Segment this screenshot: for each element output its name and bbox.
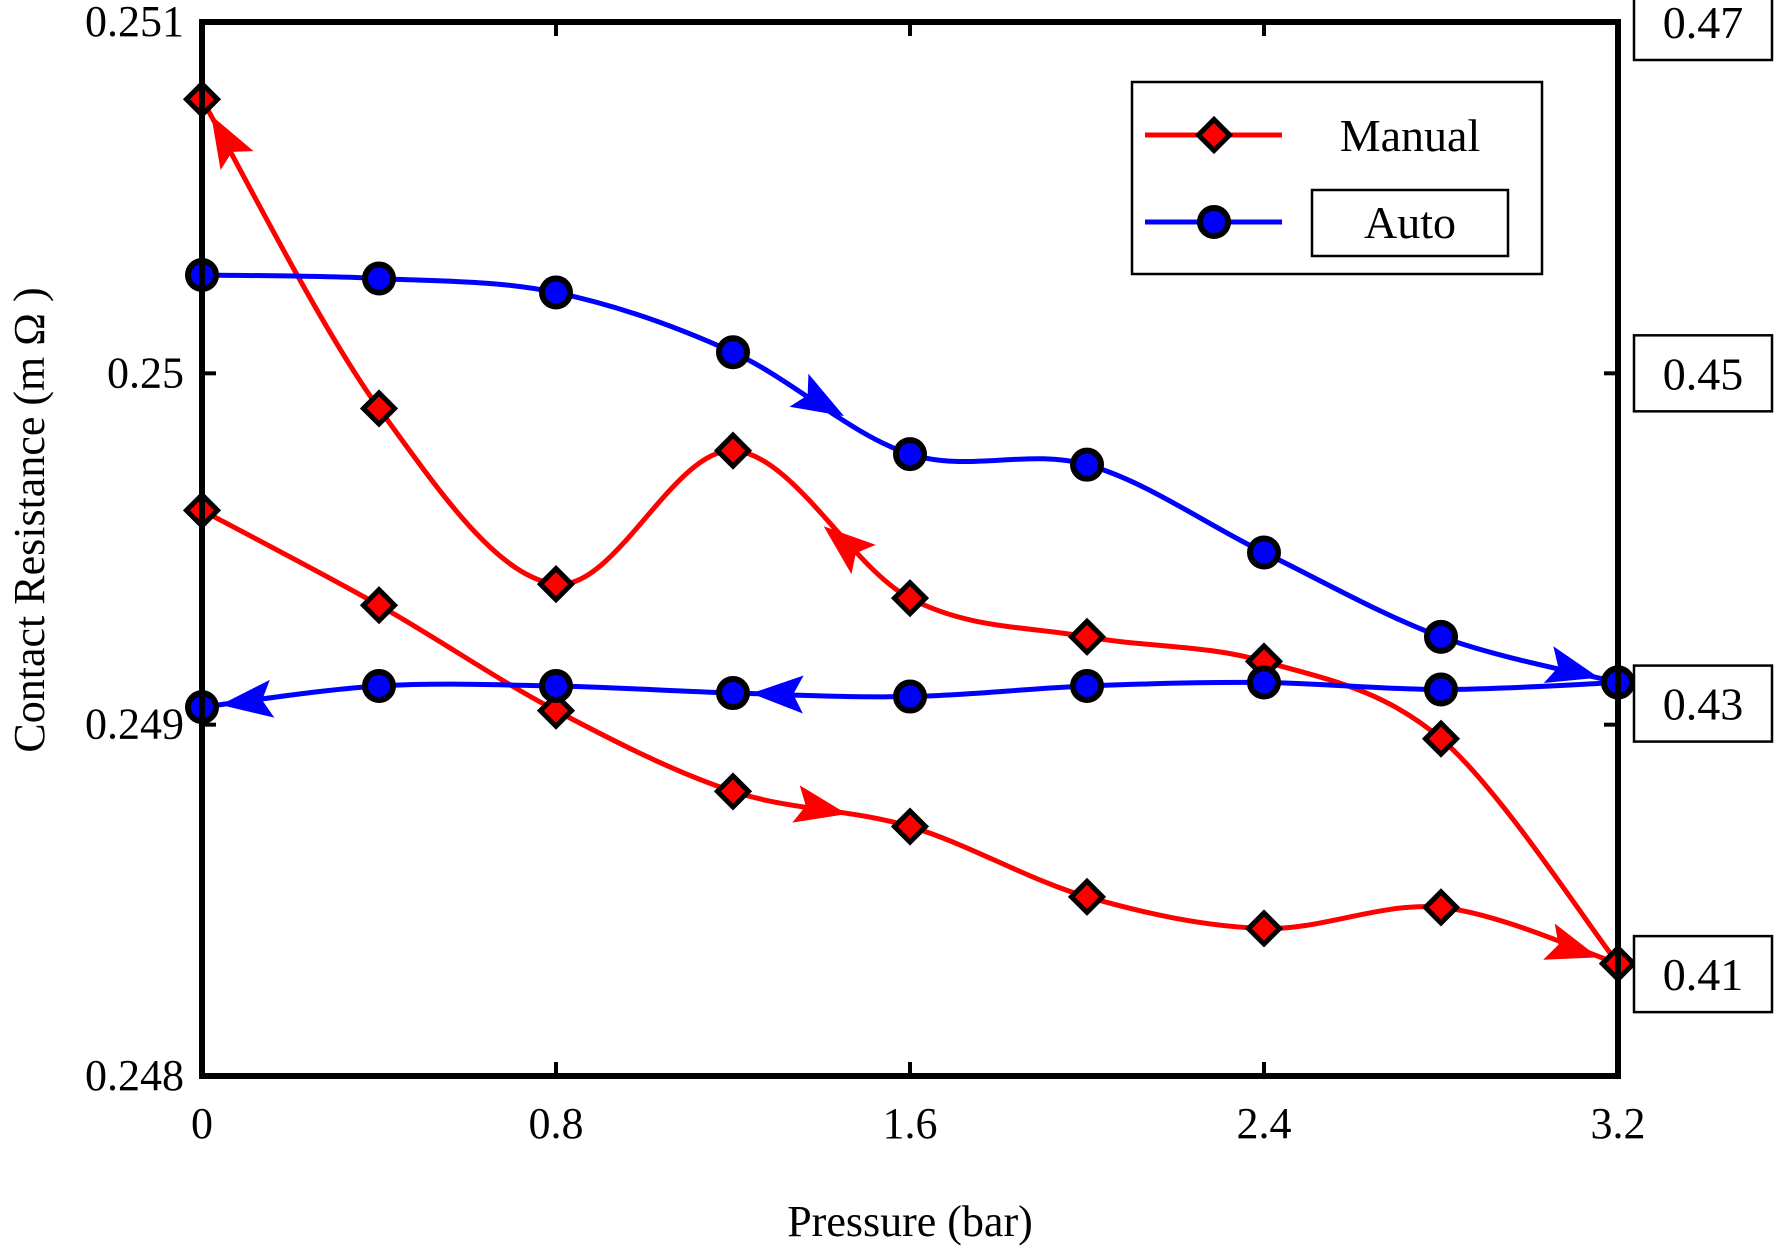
manual-data-point	[1067, 877, 1107, 916]
right-axis-labels: 0.47 0.45 0.43 0.41	[1632, 0, 1774, 1014]
auto-data-point	[362, 261, 396, 296]
manual-data-point	[890, 807, 930, 846]
auto-data-point	[1424, 672, 1458, 707]
manual-data-point	[359, 389, 399, 428]
series-layer	[182, 80, 1638, 983]
legend-auto-marker	[1197, 205, 1231, 239]
manual-data-point	[1067, 617, 1107, 656]
y-axis-title: Contact Resistance (m Ω )	[5, 287, 54, 752]
y-tick-label: 0.251	[85, 0, 184, 46]
auto-data-point	[1247, 535, 1281, 570]
series-markers	[182, 80, 1638, 983]
legend-manual-label: Manual	[1340, 110, 1481, 161]
manual-data-point	[536, 691, 576, 730]
manual-data-point	[1421, 888, 1461, 927]
manual-direction-arrow	[792, 785, 848, 823]
auto-data-point	[362, 669, 396, 704]
right-axis-label-box	[1632, 334, 1774, 413]
manual-series-line-0	[200, 508, 1619, 966]
auto-data-point	[1424, 619, 1458, 654]
manual-data-point	[713, 772, 753, 811]
manual-data-point	[359, 586, 399, 625]
auto-data-point	[539, 669, 573, 704]
legend-manual-marker	[1194, 115, 1234, 155]
auto-direction-arrow	[1543, 646, 1599, 683]
right-axis-label: 0.47	[1663, 0, 1744, 48]
y-tick-label: 0.248	[85, 1051, 184, 1100]
manual-data-point	[1244, 909, 1284, 948]
auto-data-point	[893, 679, 927, 714]
right-axis-label: 0.41	[1663, 949, 1744, 1000]
right-axis-label: 0.45	[1663, 348, 1744, 399]
auto-data-point	[893, 437, 927, 472]
x-tick-label: 2.4	[1237, 1099, 1292, 1148]
right-axis-label: 0.43	[1663, 679, 1744, 730]
series-arrows	[211, 115, 1599, 960]
manual-direction-arrow	[1543, 923, 1599, 960]
x-tick-label: 0.8	[529, 1099, 584, 1148]
auto-data-point	[1247, 665, 1281, 700]
x-tick-label: 1.6	[883, 1099, 938, 1148]
manual-direction-arrow	[823, 526, 876, 575]
auto-data-point	[1070, 447, 1104, 482]
right-axis-label-box	[1632, 0, 1774, 62]
x-axis-title: Pressure (bar)	[787, 1197, 1033, 1246]
manual-series-line-1	[199, 98, 1620, 966]
auto-direction-arrow	[751, 675, 804, 714]
auto-direction-arrow	[220, 679, 275, 718]
auto-data-point	[716, 676, 750, 711]
legend: Manual Auto	[1130, 80, 1544, 276]
y-tick-label: 0.25	[107, 348, 184, 397]
auto-direction-arrow	[789, 373, 845, 417]
auto-data-point	[539, 275, 573, 310]
x-tick-label: 0	[191, 1099, 213, 1148]
ticks-layer: 0 0.8 1.6 2.4 3.2 0.248 0.249 0.25 0.251	[85, 0, 1646, 1148]
auto-data-point	[1070, 669, 1104, 704]
legend-auto-label: Auto	[1364, 197, 1456, 248]
x-tick-label: 3.2	[1591, 1099, 1646, 1148]
y-tick-label: 0.249	[85, 700, 184, 749]
manual-data-point	[890, 579, 930, 618]
legend-auto-label-box	[1310, 188, 1510, 258]
manual-data-point	[536, 565, 576, 604]
auto-data-point	[716, 335, 750, 370]
right-axis-label-box	[1632, 664, 1774, 743]
right-axis-label-box	[1632, 934, 1774, 1014]
auto-series-line-2	[201, 272, 1619, 685]
manual-data-point	[713, 431, 753, 470]
manual-direction-arrow	[211, 115, 254, 170]
manual-data-point	[1421, 719, 1461, 758]
